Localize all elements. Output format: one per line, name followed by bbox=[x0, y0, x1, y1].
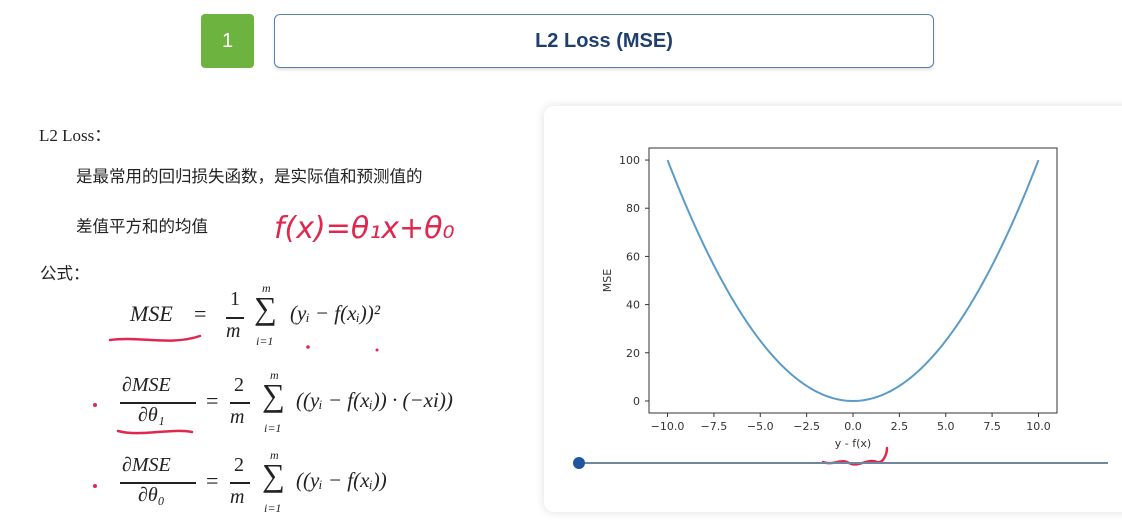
y-tick-label: 60 bbox=[626, 250, 640, 263]
grad0-frac-num: 2 bbox=[234, 454, 244, 476]
grad0-sum-top: m bbox=[270, 448, 279, 462]
annotation-dot bbox=[306, 345, 310, 349]
grad1-underline-mark bbox=[116, 429, 194, 435]
grad0-sigma: ∑ bbox=[262, 457, 285, 493]
mse-frac-num: 1 bbox=[230, 288, 240, 310]
grad1-sum-top: m bbox=[270, 368, 279, 382]
description-line-2: 差值平方和的均值 bbox=[76, 217, 208, 236]
grad0-den: ∂θ₀ bbox=[138, 484, 165, 506]
xlabel-underline-mark bbox=[821, 446, 889, 466]
x-tick-label: −7.5 bbox=[701, 420, 728, 433]
grad1-frac-den: m bbox=[230, 406, 245, 428]
mse-curve-line bbox=[666, 159, 1040, 402]
grad0-frac-den: m bbox=[230, 486, 245, 508]
x-tick-label: 0.0 bbox=[844, 420, 862, 433]
handwritten-note: f(x)=θ₁x+θ₀ bbox=[274, 211, 455, 246]
y-tick-label: 20 bbox=[626, 347, 640, 360]
slider-thumb[interactable] bbox=[573, 457, 585, 469]
grad0-num: ∂MSE bbox=[122, 454, 171, 476]
grad1-frac-bar bbox=[230, 402, 250, 404]
description-line-1: 是最常用的回归损失函数，是实际值和预测值的 bbox=[76, 167, 423, 186]
grad0-term: ((yᵢ − f(xᵢ)) bbox=[296, 468, 387, 492]
grad-theta1-formula: ∂MSE ∂θ₁ = 2 m m ∑ i=1 ((yᵢ − f(xᵢ)) · (… bbox=[118, 368, 518, 442]
x-tick-label: 2.5 bbox=[891, 420, 909, 433]
mse-underline-mark bbox=[108, 334, 202, 342]
step-number-badge: 1 bbox=[201, 14, 254, 68]
grad1-sigma: ∑ bbox=[262, 377, 285, 413]
x-tick-label: −10.0 bbox=[651, 420, 685, 433]
mse-sum-bottom: i=1 bbox=[256, 334, 274, 348]
slide-title: L2 Loss (MSE) bbox=[274, 14, 934, 68]
annotation-dot bbox=[375, 348, 379, 352]
grad0-frac-bar bbox=[230, 482, 250, 484]
y-tick-label: 80 bbox=[626, 202, 640, 215]
grad1-sum-bottom: i=1 bbox=[264, 421, 282, 435]
slider-track[interactable] bbox=[578, 462, 1108, 464]
x-tick-label: 10.0 bbox=[1026, 420, 1051, 433]
y-tick-label: 0 bbox=[633, 395, 640, 408]
mse-lhs: MSE bbox=[130, 301, 173, 326]
grad1-num: ∂MSE bbox=[122, 374, 171, 396]
grad0-sum-bottom: i=1 bbox=[264, 501, 282, 515]
mse-eq: = bbox=[194, 301, 207, 326]
grad1-bar bbox=[120, 402, 196, 404]
y-axis-label: MSE bbox=[601, 269, 614, 292]
formula-label: 公式： bbox=[40, 264, 90, 283]
grad1-term: ((yᵢ − f(xᵢ)) · (−xi)) bbox=[296, 388, 453, 412]
x-tick-label: 5.0 bbox=[937, 420, 955, 433]
annotation-dot bbox=[93, 484, 97, 488]
y-tick-label: 100 bbox=[619, 154, 640, 167]
grad0-eq: = bbox=[206, 468, 219, 493]
grad1-den: ∂θ₁ bbox=[138, 404, 165, 426]
section-label: L2 Loss： bbox=[39, 126, 112, 145]
chart-card bbox=[544, 106, 1122, 512]
grad1-eq: = bbox=[206, 388, 219, 413]
x-tick-label: −5.0 bbox=[747, 420, 774, 433]
mse-sum-top: m bbox=[262, 281, 271, 295]
annotation-marks bbox=[93, 334, 379, 488]
mse-formula: MSE = 1 m m ∑ i=1 (yᵢ − f(xᵢ))² bbox=[130, 281, 450, 358]
mse-term: (yᵢ − f(xᵢ))² bbox=[290, 301, 381, 325]
x-tick-label: −2.5 bbox=[793, 420, 820, 433]
y-tick-label: 40 bbox=[626, 299, 640, 312]
mse-sigma: ∑ bbox=[254, 290, 277, 326]
annotation-dot bbox=[93, 403, 97, 407]
grad-theta0-formula: ∂MSE ∂θ₀ = 2 m m ∑ i=1 ((yᵢ − f(xᵢ)) bbox=[118, 448, 438, 522]
plot-frame bbox=[648, 147, 1058, 414]
mse-frac-bar bbox=[226, 317, 244, 319]
x-tick-label: 7.5 bbox=[983, 420, 1001, 433]
grad1-frac-num: 2 bbox=[234, 374, 244, 396]
handwritten-annotation: f(x)=θ₁x+θ₀ bbox=[274, 211, 455, 246]
x-axis-label: y - f(x) bbox=[835, 437, 871, 450]
grad0-bar bbox=[120, 482, 196, 484]
mse-frac-den: m bbox=[226, 320, 241, 342]
